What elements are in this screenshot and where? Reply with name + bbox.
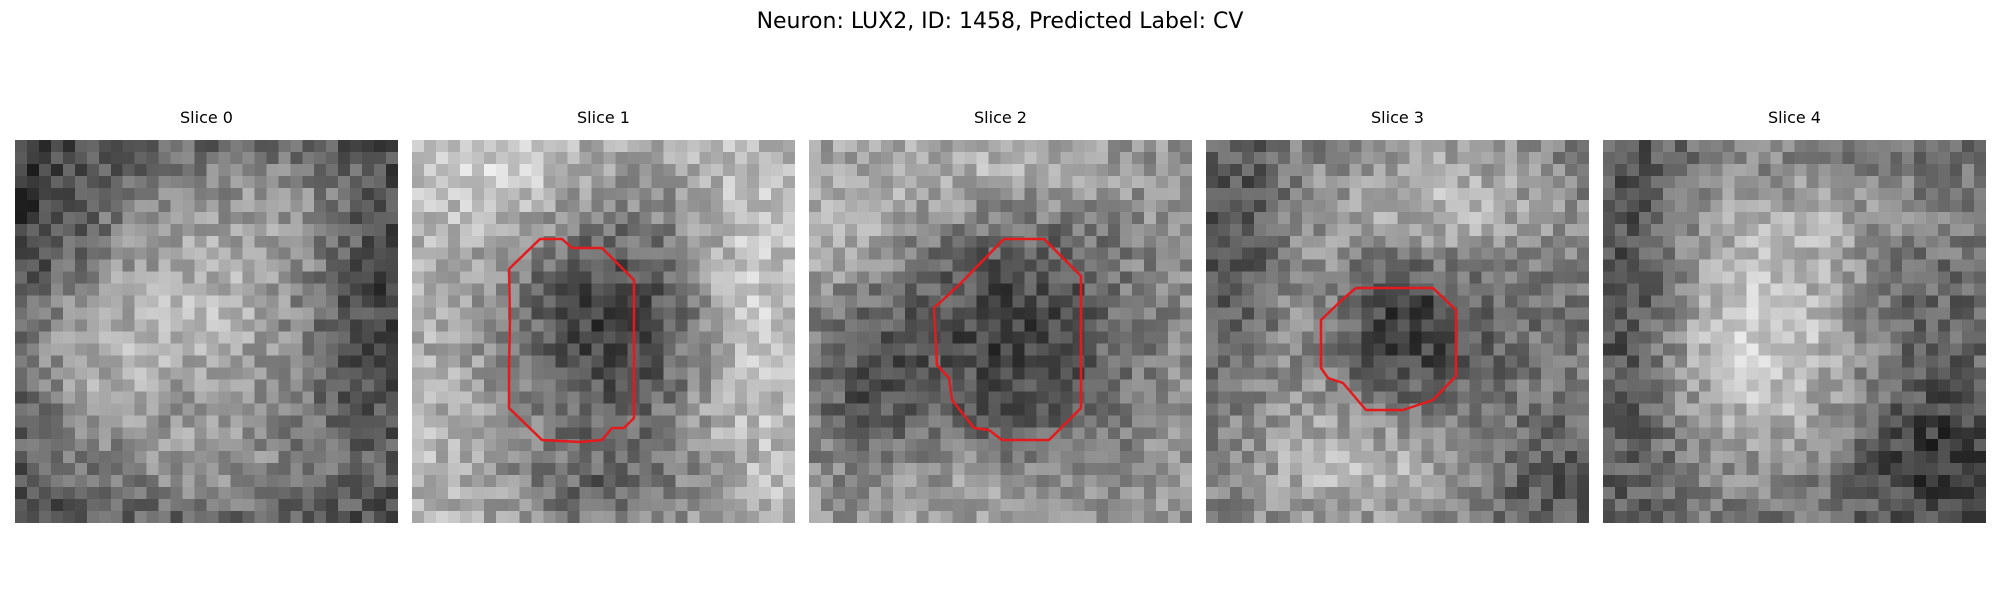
slice-title: Slice 2 <box>974 108 1027 127</box>
slice-title: Slice 4 <box>1768 108 1821 127</box>
figure-title: Neuron: LUX2, ID: 1458, Predicted Label:… <box>756 9 1244 34</box>
slice-panel-4: Slice 4 <box>1603 108 1986 523</box>
slice-image-3 <box>1206 140 1589 523</box>
slice-image-2 <box>809 140 1192 523</box>
slice-title: Slice 1 <box>577 108 630 127</box>
slice-title: Slice 0 <box>180 108 233 127</box>
slice-panel-1: Slice 1 <box>412 108 795 523</box>
slice-image-1 <box>412 140 795 523</box>
slice-panel-0: Slice 0 <box>15 108 398 523</box>
slice-image-4 <box>1603 140 1986 523</box>
slice-title: Slice 3 <box>1371 108 1424 127</box>
slice-panel-3: Slice 3 <box>1206 108 1589 523</box>
slice-panel-2: Slice 2 <box>809 108 1192 523</box>
slice-image-0 <box>15 140 398 523</box>
